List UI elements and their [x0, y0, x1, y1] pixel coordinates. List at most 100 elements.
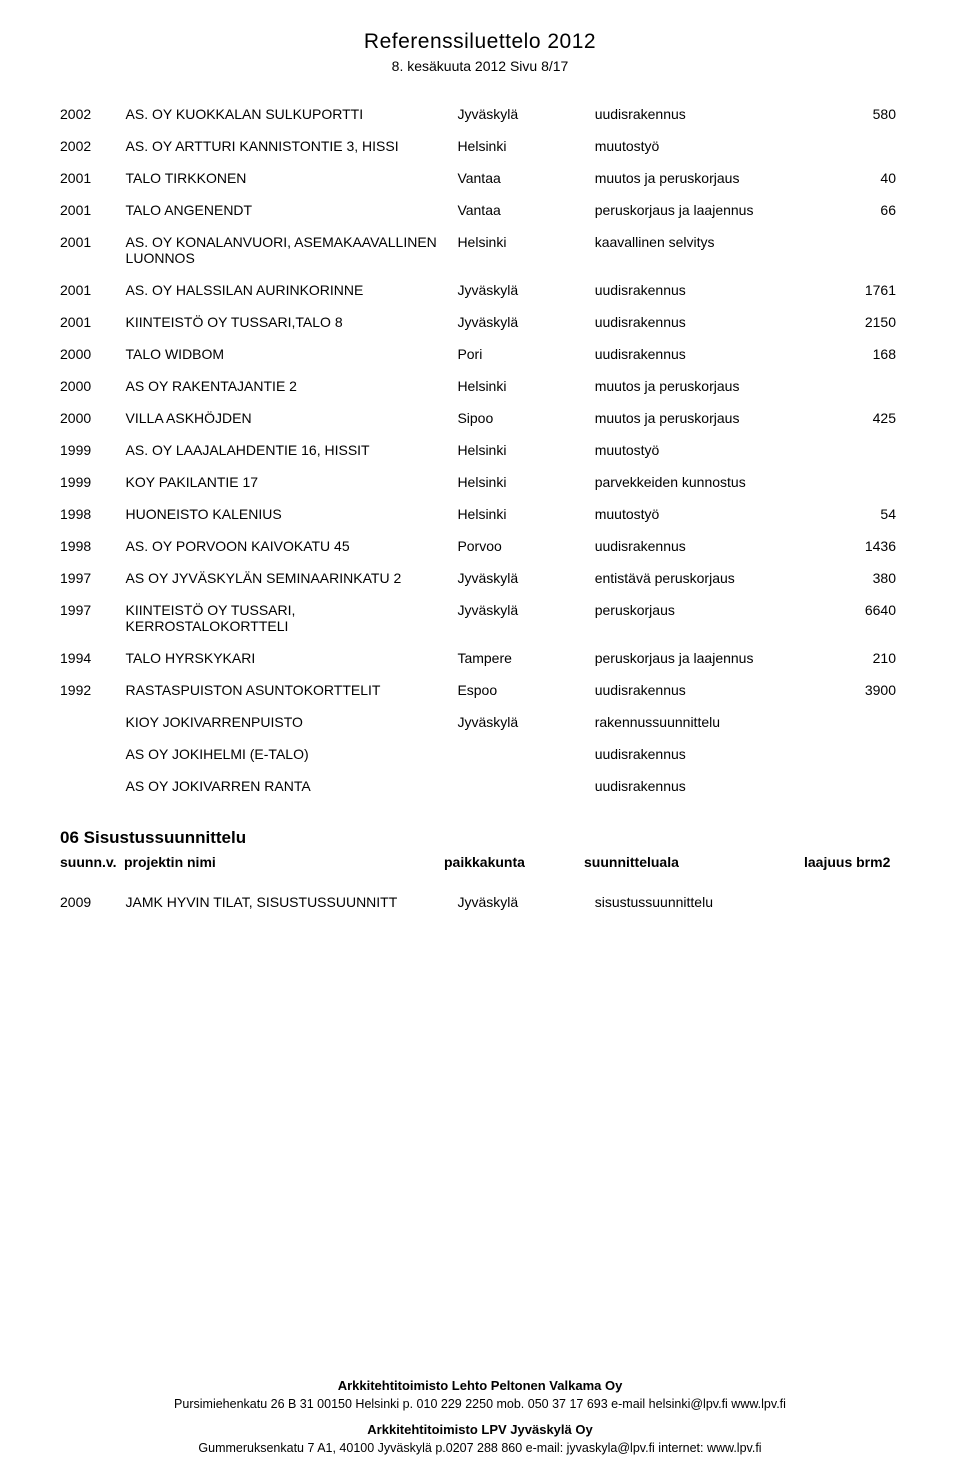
cell-type: muutos ja peruskorjaus [595, 402, 835, 434]
cell-name: KIOY JOKIVARRENPUISTO [126, 706, 458, 738]
cell-type: uudisrakennus [595, 274, 835, 306]
cell-loc: Jyväskylä [457, 562, 594, 594]
cell-num: 425 [834, 402, 900, 434]
cell-loc: Vantaa [457, 162, 594, 194]
cell-loc: Espoo [457, 674, 594, 706]
section-06-title: 06 Sisustussuunnittelu [60, 828, 900, 848]
cell-num: 6640 [834, 594, 900, 642]
cell-num: 3900 [834, 674, 900, 706]
cell-name: TALO HYRSKYKARI [126, 642, 458, 674]
cell-num: 380 [834, 562, 900, 594]
cell-year: 2001 [60, 306, 126, 338]
cell-type: muutostyö [595, 498, 835, 530]
cell-name: TALO TIRKKONEN [126, 162, 458, 194]
table-row: 1999KOY PAKILANTIE 17Helsinkiparvekkeide… [60, 466, 900, 498]
cell-loc: Helsinki [457, 226, 594, 274]
cell-year: 1998 [60, 530, 126, 562]
cell-year: 1998 [60, 498, 126, 530]
reference-table: 2002AS. OY KUOKKALAN SULKUPORTTIJyväskyl… [60, 98, 900, 802]
cell-year: 2009 [60, 886, 126, 918]
cell-year: 1992 [60, 674, 126, 706]
cell-type: uudisrakennus [595, 338, 835, 370]
table-row: 2002AS. OY ARTTURI KANNISTONTIE 3, HISSI… [60, 130, 900, 162]
cell-type: uudisrakennus [595, 674, 835, 706]
cell-type: muutos ja peruskorjaus [595, 162, 835, 194]
cell-num [834, 370, 900, 402]
cell-num [834, 226, 900, 274]
cell-num [834, 770, 900, 802]
cell-loc: Tampere [457, 642, 594, 674]
cell-year: 1999 [60, 466, 126, 498]
cell-num: 168 [834, 338, 900, 370]
cell-loc [457, 770, 594, 802]
cell-num: 210 [834, 642, 900, 674]
cell-num: 1761 [834, 274, 900, 306]
cell-num [834, 466, 900, 498]
cell-num [834, 434, 900, 466]
cell-loc: Jyväskylä [457, 306, 594, 338]
cell-type: kaavallinen selvitys [595, 226, 835, 274]
cell-name: KOY PAKILANTIE 17 [126, 466, 458, 498]
cell-loc: Sipoo [457, 402, 594, 434]
col-header-loc: paikkakunta [444, 854, 584, 870]
cell-type: peruskorjaus ja laajennus [595, 194, 835, 226]
cell-loc: Helsinki [457, 466, 594, 498]
table-row: 2001KIINTEISTÖ OY TUSSARI,TALO 8Jyväskyl… [60, 306, 900, 338]
cell-name: AS. OY HALSSILAN AURINKORINNE [126, 274, 458, 306]
cell-num: 40 [834, 162, 900, 194]
cell-num: 54 [834, 498, 900, 530]
cell-year: 1997 [60, 562, 126, 594]
table-row: 1998AS. OY PORVOON KAIVOKATU 45Porvoouud… [60, 530, 900, 562]
table-row: 2000AS OY RAKENTAJANTIE 2Helsinkimuutos … [60, 370, 900, 402]
table-row: 1997AS OY JYVÄSKYLÄN SEMINAARINKATU 2Jyv… [60, 562, 900, 594]
cell-name: AS. OY LAAJALAHDENTIE 16, HISSIT [126, 434, 458, 466]
cell-type: muutostyö [595, 434, 835, 466]
cell-num: 1436 [834, 530, 900, 562]
cell-name: AS. OY ARTTURI KANNISTONTIE 3, HISSI [126, 130, 458, 162]
table-row: 2000VILLA ASKHÖJDENSipoomuutos ja perusk… [60, 402, 900, 434]
table-row: 2001TALO ANGENENDTVantaaperuskorjaus ja … [60, 194, 900, 226]
cell-name: AS OY JOKIHELMI (E-TALO) [126, 738, 458, 770]
cell-year [60, 706, 126, 738]
cell-year: 2001 [60, 162, 126, 194]
cell-loc [457, 738, 594, 770]
table-row: 2001AS. OY KONALANVUORI, ASEMAKAAVALLINE… [60, 226, 900, 274]
cell-year [60, 738, 126, 770]
cell-name: TALO WIDBOM [126, 338, 458, 370]
table-row: KIOY JOKIVARRENPUISTOJyväskylärakennussu… [60, 706, 900, 738]
cell-num [834, 738, 900, 770]
cell-loc: Jyväskylä [457, 706, 594, 738]
table-row: 1998HUONEISTO KALENIUSHelsinkimuutostyö5… [60, 498, 900, 530]
cell-name: AS. OY KONALANVUORI, ASEMAKAAVALLINEN LU… [126, 226, 458, 274]
col-header-type: suunnitteluala [584, 854, 804, 870]
cell-type: muutostyö [595, 130, 835, 162]
table-row: AS OY JOKIVARREN RANTAuudisrakennus [60, 770, 900, 802]
cell-type: peruskorjaus ja laajennus [595, 642, 835, 674]
cell-loc: Vantaa [457, 194, 594, 226]
table-row: 1992RASTASPUISTON ASUNTOKORTTELITEspoouu… [60, 674, 900, 706]
cell-type: parvekkeiden kunnostus [595, 466, 835, 498]
section-06-table: 2009 JAMK HYVIN TILAT, SISUSTUSSUUNNITT … [60, 886, 900, 918]
doc-title: Referenssiluettelo 2012 [60, 30, 900, 54]
cell-loc: Pori [457, 338, 594, 370]
cell-name: VILLA ASKHÖJDEN [126, 402, 458, 434]
cell-name: AS. OY KUOKKALAN SULKUPORTTI [126, 98, 458, 130]
cell-name: AS. OY PORVOON KAIVOKATU 45 [126, 530, 458, 562]
cell-name: JAMK HYVIN TILAT, SISUSTUSSUUNNITT [126, 886, 458, 918]
col-header-num: laajuus brm2 [804, 854, 900, 870]
cell-name: HUONEISTO KALENIUS [126, 498, 458, 530]
cell-name: AS OY JYVÄSKYLÄN SEMINAARINKATU 2 [126, 562, 458, 594]
table-row: 1994TALO HYRSKYKARITampereperuskorjaus j… [60, 642, 900, 674]
cell-year [60, 770, 126, 802]
col-header-name: projektin nimi [124, 854, 444, 870]
cell-type: muutos ja peruskorjaus [595, 370, 835, 402]
table-row: 1997KIINTEISTÖ OY TUSSARI, KERROSTALOKOR… [60, 594, 900, 642]
cell-num [834, 886, 900, 918]
table-row: 2002AS. OY KUOKKALAN SULKUPORTTIJyväskyl… [60, 98, 900, 130]
cell-type: uudisrakennus [595, 98, 835, 130]
cell-loc: Helsinki [457, 434, 594, 466]
cell-type: uudisrakennus [595, 306, 835, 338]
cell-type: uudisrakennus [595, 530, 835, 562]
cell-num [834, 130, 900, 162]
cell-year: 1994 [60, 642, 126, 674]
